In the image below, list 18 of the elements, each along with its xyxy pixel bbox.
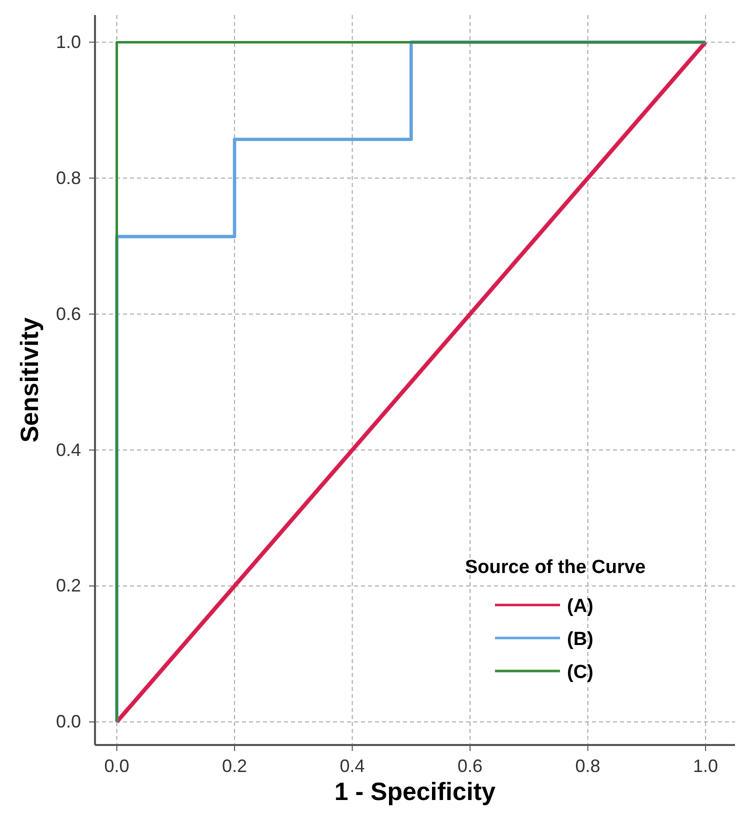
y-tick-label: 0.8 (56, 168, 81, 188)
x-tick-label: 1.0 (693, 756, 718, 776)
x-tick-label: 0.8 (575, 756, 600, 776)
legend-title: Source of the Curve (465, 557, 646, 578)
y-tick-label: 0.2 (56, 576, 81, 596)
y-axis-title: Sensitivity (16, 317, 44, 443)
x-tick-label: 0.4 (340, 756, 365, 776)
x-tick-label: 0.2 (222, 756, 248, 776)
x-tick-label: 0.6 (458, 756, 483, 776)
legend-label: (B) (567, 629, 594, 650)
y-tick-label: 1.0 (56, 32, 81, 52)
x-tick-label: 0.0 (104, 756, 130, 776)
x-axis-title: 1 - Specificity (334, 778, 496, 806)
legend-label: (A) (567, 596, 594, 617)
y-tick-label: 0.6 (56, 304, 81, 324)
y-tick-label: 0.4 (56, 440, 81, 460)
legend-label: (C) (567, 662, 594, 683)
y-tick-label: 0.0 (56, 712, 81, 732)
